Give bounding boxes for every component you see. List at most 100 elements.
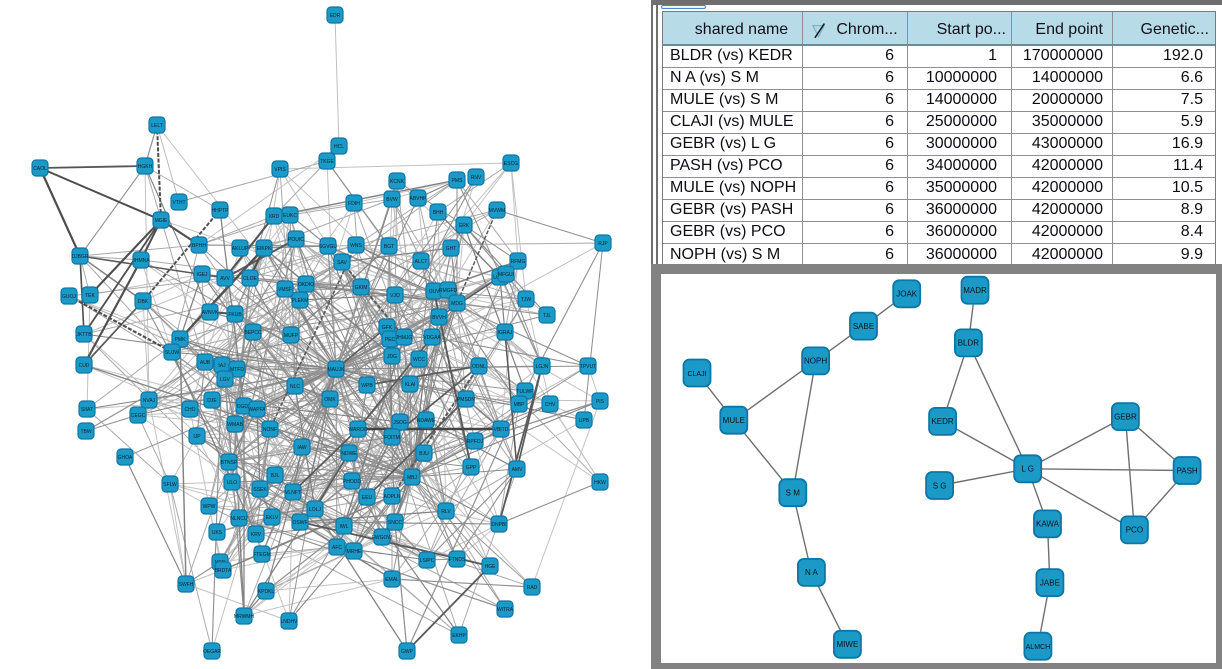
svg-text:RNV: RNV bbox=[471, 175, 482, 181]
svg-text:S G: S G bbox=[933, 481, 947, 490]
svg-text:BVW: BVW bbox=[386, 197, 398, 203]
svg-text:FKUB: FKUB bbox=[228, 312, 242, 318]
svg-text:MGIE: MGIE bbox=[155, 218, 168, 224]
svg-text:SGVGU: SGVGU bbox=[319, 244, 337, 250]
svg-text:BGT: BGT bbox=[384, 244, 394, 250]
svg-text:KLAI: KLAI bbox=[405, 382, 416, 388]
svg-text:MULE: MULE bbox=[723, 416, 745, 425]
svg-text:NVAJ: NVAJ bbox=[143, 398, 156, 404]
svg-text:DNPBI: DNPBI bbox=[491, 522, 506, 528]
svg-text:VTHT: VTHT bbox=[172, 200, 185, 206]
svg-text:RFMG: RFMG bbox=[511, 259, 526, 265]
svg-text:MVWM: MVWM bbox=[489, 208, 505, 214]
svg-text:LSIPC: LSIPC bbox=[420, 558, 435, 564]
svg-text:NONF: NONF bbox=[263, 427, 277, 433]
svg-text:HHPTP: HHPTP bbox=[212, 208, 230, 214]
svg-text:EMAL: EMAL bbox=[385, 577, 399, 583]
svg-text:GHOA: GHOA bbox=[118, 455, 133, 461]
svg-text:VJO: VJO bbox=[390, 293, 400, 299]
svg-text:VMSF: VMSF bbox=[278, 287, 292, 293]
svg-text:HCL: HCL bbox=[334, 144, 344, 150]
svg-text:JHMJG: JHMJG bbox=[396, 335, 413, 341]
svg-text:AUB: AUB bbox=[200, 360, 211, 366]
svg-text:VBITD: VBITD bbox=[494, 427, 509, 433]
svg-text:MRWMH: MRWMH bbox=[234, 614, 255, 620]
svg-text:TKGE: TKGE bbox=[320, 159, 334, 165]
svg-text:WITRA: WITRA bbox=[497, 607, 514, 613]
svg-text:CHV: CHV bbox=[545, 402, 556, 408]
svg-text:NLNCU: NLNCU bbox=[230, 516, 248, 522]
svg-text:RMGFD: RMGFD bbox=[439, 288, 458, 294]
svg-text:IAJ: IAJ bbox=[218, 363, 226, 369]
svg-text:EDR: EDR bbox=[330, 13, 341, 19]
svg-text:EKHP: EKHP bbox=[452, 633, 466, 639]
svg-text:PLEKM: PLEKM bbox=[292, 298, 309, 304]
svg-text:BHH: BHH bbox=[433, 210, 444, 216]
svg-text:L G: L G bbox=[1021, 465, 1034, 474]
svg-text:MFGUI: MFGUI bbox=[498, 272, 514, 278]
svg-text:WNS: WNS bbox=[350, 243, 362, 249]
svg-text:GPP: GPP bbox=[466, 465, 477, 471]
svg-text:OGDV: OGDV bbox=[237, 404, 252, 410]
svg-text:FWGOW: FWGOW bbox=[372, 535, 393, 541]
svg-text:DJBGR: DJBGR bbox=[72, 254, 89, 260]
svg-text:LOLJ: LOLJ bbox=[309, 507, 321, 513]
svg-text:SIIAT: SIIAT bbox=[81, 407, 93, 413]
svg-text:JSOG: JSOG bbox=[393, 420, 407, 426]
svg-text:TBW: TBW bbox=[80, 429, 91, 435]
svg-text:OSWF: OSWF bbox=[293, 520, 308, 526]
svg-text:MAUJK: MAUJK bbox=[328, 367, 346, 373]
svg-text:MTFD: MTFD bbox=[230, 367, 244, 373]
svg-text:JABE: JABE bbox=[1040, 578, 1060, 587]
svg-text:BJU: BJU bbox=[419, 451, 429, 457]
svg-text:EKLV: EKLV bbox=[266, 515, 279, 521]
svg-text:AKLUP: AKLUP bbox=[232, 246, 249, 252]
svg-text:AMV: AMV bbox=[512, 467, 524, 473]
svg-text:LGV: LGV bbox=[220, 377, 231, 383]
svg-text:SFLW: SFLW bbox=[163, 482, 177, 488]
svg-text:POUIC: POUIC bbox=[288, 237, 304, 243]
svg-text:UKS: UKS bbox=[212, 530, 223, 536]
svg-text:PEC: PEC bbox=[385, 337, 396, 343]
svg-text:BVVH: BVVH bbox=[432, 315, 446, 321]
svg-text:MRHE: MRHE bbox=[347, 549, 362, 555]
svg-text:PCO: PCO bbox=[1126, 526, 1143, 535]
svg-text:TJL: TJL bbox=[543, 313, 552, 319]
svg-text:KEDR: KEDR bbox=[931, 417, 953, 426]
svg-text:ALMCH: ALMCH bbox=[1026, 644, 1051, 651]
svg-text:VDGAA: VDGAA bbox=[423, 335, 441, 341]
svg-text:MDG: MDG bbox=[451, 301, 463, 307]
svg-text:LGJN: LGJN bbox=[536, 364, 549, 370]
svg-text:SAV: SAV bbox=[337, 260, 347, 266]
svg-text:VPIS: VPIS bbox=[274, 167, 286, 173]
svg-text:RPFOJ: RPFOJ bbox=[467, 439, 484, 445]
svg-text:OEGAR: OEGAR bbox=[203, 649, 221, 655]
svg-text:PMSDN: PMSDN bbox=[457, 397, 475, 403]
svg-text:AVNVK: AVNVK bbox=[202, 310, 219, 316]
svg-text:IJP: IJP bbox=[193, 434, 201, 440]
svg-text:ULO: ULO bbox=[227, 480, 237, 486]
svg-text:JHMNA: JHMNA bbox=[132, 258, 150, 264]
svg-text:CAOL: CAOL bbox=[33, 166, 47, 172]
svg-text:WMAB: WMAB bbox=[227, 422, 243, 428]
svg-text:HKW: HKW bbox=[594, 480, 606, 486]
svg-text:OKDIO: OKDIO bbox=[298, 282, 314, 288]
svg-text:TJW: TJW bbox=[521, 297, 532, 303]
svg-text:ESCG: ESCG bbox=[504, 161, 518, 167]
svg-text:PHODD: PHODD bbox=[343, 479, 361, 485]
svg-text:TPVUT: TPVUT bbox=[580, 364, 596, 370]
svg-text:CLOE: CLOE bbox=[243, 276, 257, 282]
svg-text:IAW: IAW bbox=[297, 445, 307, 451]
svg-text:JKTTB: JKTTB bbox=[76, 332, 92, 338]
svg-text:AOPLN: AOPLN bbox=[384, 494, 401, 500]
svg-text:GFK: GFK bbox=[382, 325, 393, 331]
svg-text:ODNL: ODNL bbox=[472, 364, 486, 370]
svg-text:HGKH: HGKH bbox=[138, 164, 153, 170]
svg-text:WPB: WPB bbox=[361, 383, 373, 389]
svg-text:CEGC: CEGC bbox=[131, 413, 146, 419]
svg-text:DBK: DBK bbox=[138, 299, 149, 305]
svg-text:IGEJ: IGEJ bbox=[196, 272, 208, 278]
svg-text:CHO: CHO bbox=[184, 407, 195, 413]
svg-text:NDAWE: NDAWE bbox=[417, 418, 436, 424]
svg-text:HGE: HGE bbox=[485, 564, 497, 570]
